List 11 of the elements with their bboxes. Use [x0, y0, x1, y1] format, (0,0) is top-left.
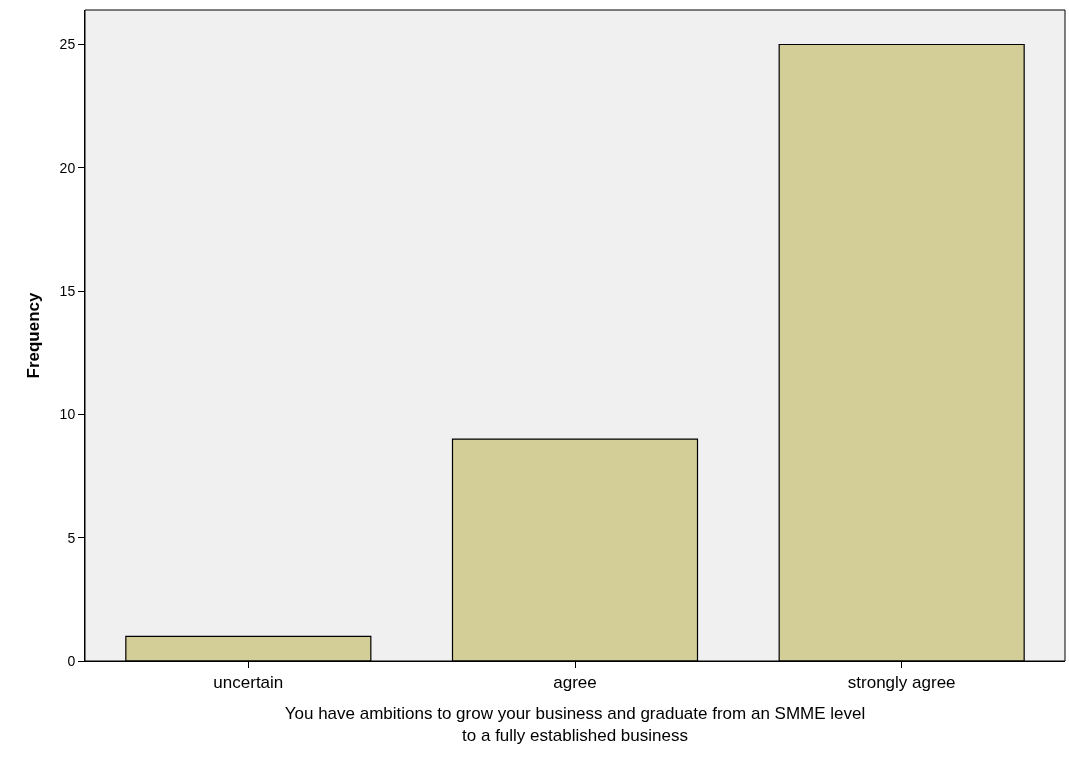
- y-tick-label: 10: [59, 406, 76, 423]
- y-tick-label: 25: [59, 36, 76, 53]
- x-tick-label: agree: [553, 673, 597, 693]
- y-axis-title: Frequency: [24, 291, 44, 379]
- x-axis-title: You have ambitions to grow your business and graduate from an SMME level to a fully established business: [284, 703, 866, 745]
- y-tick-label: 15: [59, 283, 76, 300]
- x-tick-label: strongly agree: [847, 673, 956, 693]
- y-tick-label: 20: [59, 159, 76, 176]
- y-tick-label: 0: [67, 652, 76, 669]
- x-tick-label: uncertain: [213, 673, 284, 693]
- y-tick-label: 5: [67, 529, 76, 546]
